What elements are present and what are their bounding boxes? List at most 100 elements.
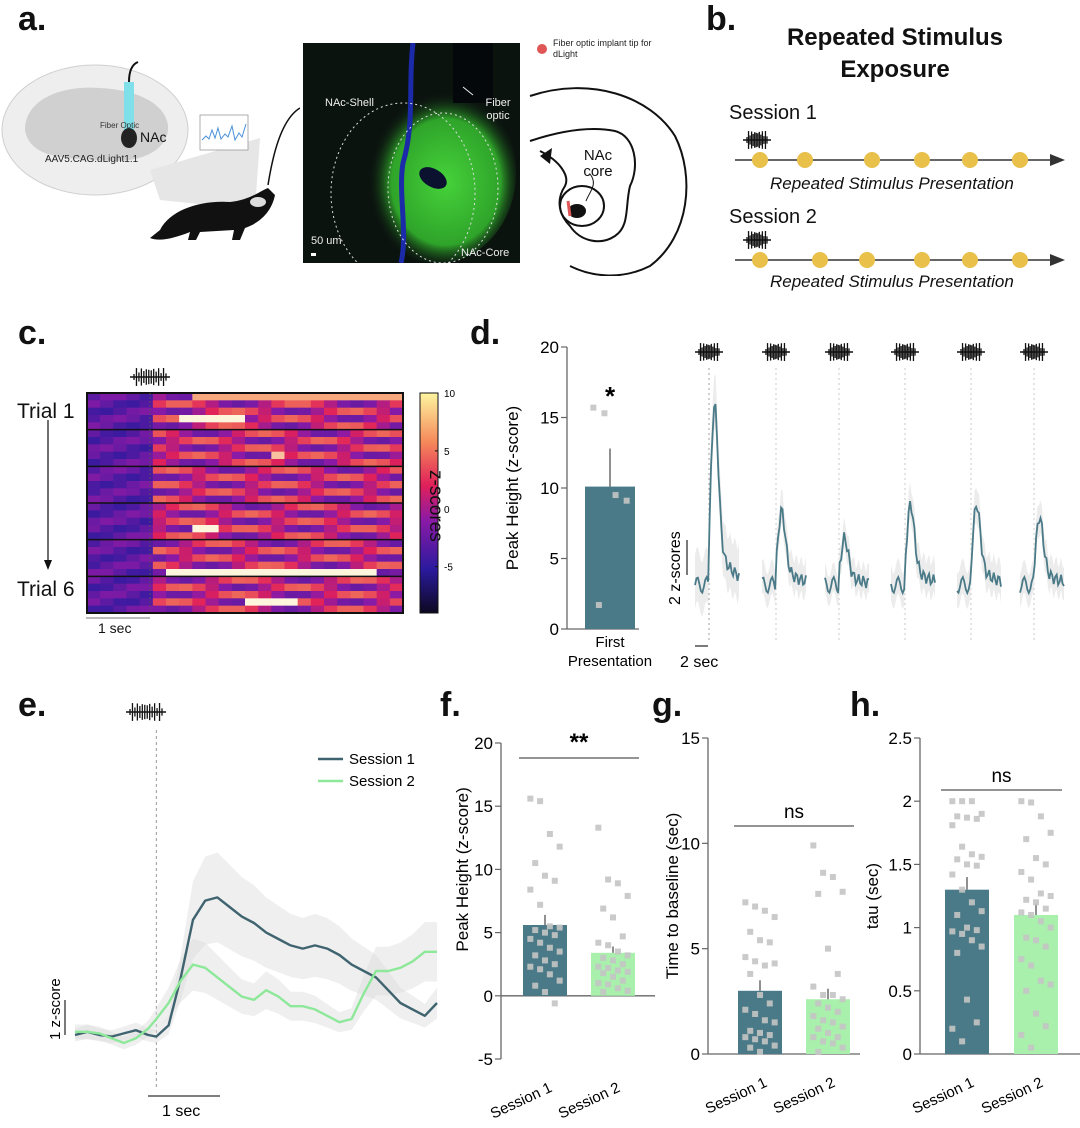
heatmap-cell — [100, 481, 114, 489]
heatmap-cell — [271, 473, 285, 482]
heatmap-cell — [337, 554, 351, 563]
heatmap-cell — [297, 503, 312, 511]
heatmap-cell — [192, 488, 206, 497]
heatmap-cell — [166, 576, 180, 585]
data-point — [829, 992, 836, 999]
heatmap-cell — [205, 591, 220, 599]
heatmap-cell — [166, 525, 180, 533]
data-point — [747, 970, 754, 977]
heatmap-cell — [284, 532, 299, 541]
heatmap-frame — [86, 392, 404, 614]
heatmap-cell — [113, 554, 127, 563]
heatmap-cell — [139, 451, 154, 460]
heatmap-cell — [205, 517, 220, 526]
heatmap-cell — [152, 561, 167, 570]
heatmap-cell — [139, 459, 154, 467]
heatmap-cell — [363, 473, 378, 482]
heatmap-cell — [166, 444, 180, 453]
heatmap-cell — [271, 444, 285, 453]
mean-trace — [761, 505, 807, 595]
data-point — [612, 492, 619, 499]
heatmap-cell — [218, 510, 233, 519]
y-axis-label: tau (sec) — [863, 863, 882, 929]
heatmap-cell — [271, 429, 285, 438]
heatmap-cell — [284, 598, 299, 607]
mean-trace — [824, 532, 870, 595]
heatmap-cell — [337, 517, 351, 526]
heatmap-cell — [139, 488, 154, 497]
heatmap-cell — [337, 569, 351, 577]
heatmap-cell — [192, 495, 206, 504]
heatmap-cell — [218, 605, 233, 614]
heatmap-cell — [297, 547, 312, 555]
heatmap-cell — [126, 539, 141, 548]
sound-stimulus-icon — [891, 343, 919, 361]
heatmap-cell — [389, 525, 404, 533]
data-point — [834, 1034, 841, 1041]
heatmap-cell — [152, 503, 167, 511]
heatmap-cell — [310, 517, 325, 526]
heatmap-cell — [297, 539, 312, 548]
heatmap-cell — [389, 495, 404, 504]
heatmap-cell — [231, 510, 246, 519]
heatmap-cell — [218, 466, 233, 475]
heatmap-cell — [258, 393, 272, 401]
heatmap-cell — [126, 598, 141, 607]
data-point — [1033, 1010, 1039, 1017]
heatmap-cell — [310, 422, 325, 431]
heatmap-cell — [310, 605, 325, 614]
stimulus-dot — [962, 252, 978, 268]
y-tick-label: 5 — [691, 940, 700, 959]
heatmap-cell — [376, 459, 391, 467]
heatmap-cell — [231, 393, 246, 401]
heatmap-cell — [258, 569, 272, 577]
heatmap-cell — [192, 422, 206, 431]
heatmap-cell — [245, 422, 259, 431]
heatmap-cell — [284, 481, 299, 489]
heatmap-cell — [231, 437, 246, 445]
heatmap-cell — [258, 554, 272, 563]
heatmap-cell — [258, 415, 272, 423]
heatmap-cell — [139, 510, 154, 519]
significance-label: ns — [784, 802, 804, 823]
heatmap-cell — [310, 554, 325, 563]
heatmap-cell — [284, 605, 299, 614]
heatmap-cell — [100, 393, 114, 401]
heatmap-cell — [179, 407, 193, 416]
heatmap-cell — [87, 473, 101, 482]
data-point — [605, 942, 612, 949]
data-point — [834, 970, 841, 977]
data-point — [1018, 956, 1025, 963]
data-point — [964, 814, 970, 821]
heatmap-cell — [87, 466, 101, 475]
heatmap-cell — [284, 451, 299, 460]
fiber-optic-label: Fiber Optic — [100, 121, 139, 130]
heatmap-cell — [337, 503, 351, 511]
heatmap-cell — [139, 591, 154, 599]
heatmap-cell — [179, 591, 193, 599]
heatmap-cell — [152, 473, 167, 482]
heatmap-cell — [389, 481, 404, 489]
data-point — [954, 911, 961, 918]
panel-d-bar-chart: 0 5 10 15 20 Peak Height (z-score) * First Prese… — [503, 338, 652, 670]
heatmap-cell — [126, 437, 141, 445]
heatmap-cell — [245, 525, 259, 533]
heatmap-cell — [166, 407, 180, 416]
heatmap-cell — [152, 495, 167, 504]
heatmap-cell — [218, 539, 233, 548]
heatmap-cell — [324, 415, 338, 423]
heatmap-cell — [310, 569, 325, 577]
trial-6-label: Trial 6 — [17, 578, 75, 601]
heatmap-cell — [192, 503, 206, 511]
heatmap-cell — [324, 554, 338, 563]
data-point — [537, 966, 544, 973]
panel-b-title: Repeated Stimulus Exposure — [740, 22, 1050, 86]
heatmap-cell — [271, 561, 285, 570]
heatmap-cell — [192, 473, 206, 482]
heatmap-cell — [87, 517, 101, 526]
heatmap-cell — [152, 407, 167, 416]
data-point — [532, 952, 539, 959]
heatmap-cell — [139, 495, 154, 504]
heatmap-cell — [231, 495, 246, 504]
heatmap-cell — [350, 400, 364, 409]
